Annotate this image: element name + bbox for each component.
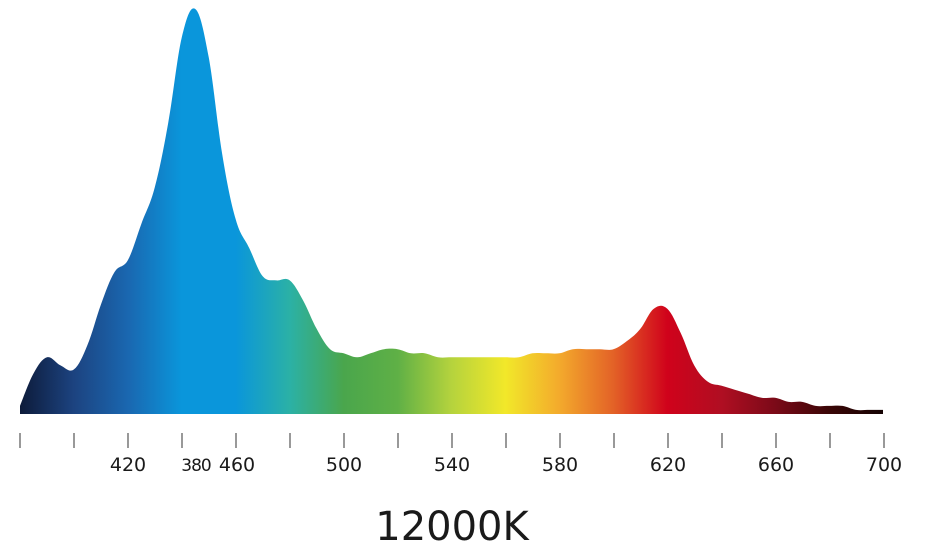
x-tick-label: 380: [181, 456, 211, 476]
x-axis-ticks: [19, 433, 885, 448]
x-tick-label: 660: [758, 454, 794, 476]
x-tick-label: 420: [110, 454, 146, 476]
spectrum-area: [20, 8, 883, 414]
spectrum-area-layer: [20, 8, 883, 414]
chart-title: 12000K: [375, 504, 530, 550]
x-tick-label: 460: [219, 454, 255, 476]
x-tick-label: 540: [434, 454, 470, 476]
x-tick-label: 580: [542, 454, 578, 476]
x-tick-label: 620: [650, 454, 686, 476]
x-tick-label: 500: [326, 454, 362, 476]
x-tick-label: 700: [866, 454, 902, 476]
x-axis-tick-labels: 420 380 460 500 540 580 620 660 700: [110, 454, 902, 476]
